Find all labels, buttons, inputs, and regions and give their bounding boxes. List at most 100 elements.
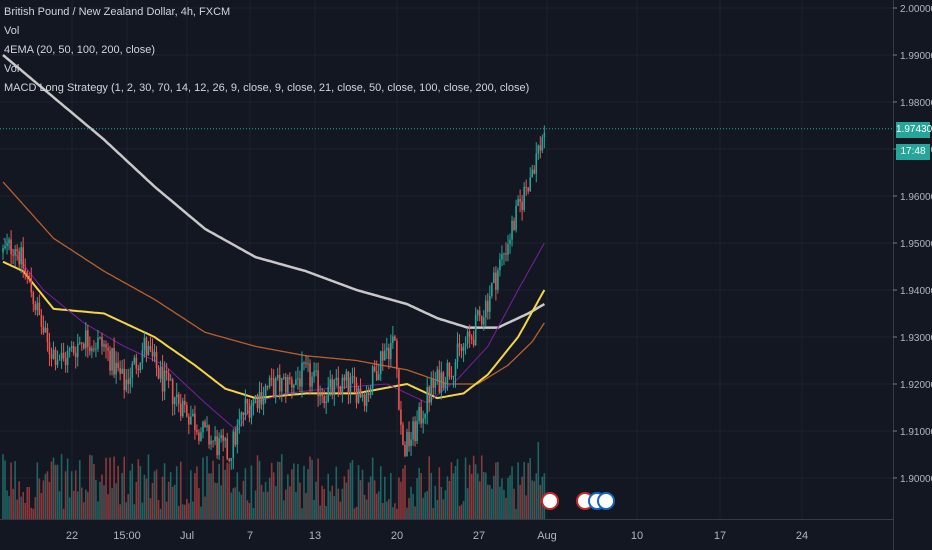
price-tick-label: 1.99000 [900, 51, 932, 62]
volume-bar [200, 506, 202, 519]
candle-body [131, 363, 134, 378]
volume-bar [476, 473, 479, 519]
candle-body [313, 370, 315, 377]
legend-vol-2[interactable]: Vol [4, 63, 20, 75]
volume-bar [212, 460, 214, 519]
volume-bar [66, 458, 69, 519]
volume-bar [412, 493, 414, 519]
volume-bar [99, 481, 101, 519]
volume-bar [377, 491, 380, 519]
volume-bar [115, 483, 117, 519]
candle-body [95, 348, 97, 350]
candle-body [46, 327, 49, 343]
candle-body [489, 296, 491, 312]
legend-title[interactable]: British Pound / New Zealand Dollar, 4h, … [4, 6, 231, 18]
volume-bar [149, 498, 152, 519]
candle-body [87, 330, 89, 347]
candle-body [278, 374, 281, 392]
price-tick-label: 2.00000 [900, 4, 932, 15]
volume-bar [48, 481, 51, 519]
candle-body [48, 342, 51, 355]
candle-body [26, 271, 29, 276]
volume-bar [95, 480, 97, 519]
candle-body [169, 379, 172, 381]
volume-bar [192, 501, 194, 519]
volume-bar [236, 472, 239, 519]
candle-body [214, 436, 216, 441]
time-axis[interactable]: 22 15:00 Jul 7 13 20 27 Aug 10 17 24 [66, 530, 808, 542]
legend-vol[interactable]: Vol [4, 25, 20, 37]
volume-bar [531, 480, 534, 519]
candle-body [379, 351, 382, 375]
volume-bar [497, 462, 499, 519]
volume-bar [416, 478, 418, 519]
volume-bar [297, 464, 299, 519]
volume-bar [262, 491, 265, 519]
candle-body [268, 377, 271, 387]
candle-body [66, 350, 69, 366]
candle-body [303, 362, 305, 364]
candle-body [184, 400, 186, 405]
volume-bar [462, 500, 465, 519]
volume-bar [331, 485, 334, 519]
volume-bar [24, 502, 27, 519]
volume-bar [179, 461, 182, 519]
volume-bar [181, 504, 184, 519]
candle-body [295, 379, 297, 386]
volume-bar [42, 480, 45, 519]
candle-body [390, 342, 392, 360]
volume-bar [171, 486, 174, 519]
volume-bar [4, 460, 6, 519]
volume-bar [6, 490, 8, 519]
volume-bar [359, 480, 362, 519]
volume-bar [44, 473, 47, 519]
volume-bar [228, 463, 231, 519]
candle-body [56, 360, 59, 366]
volume-bar [157, 500, 160, 519]
candle-body [367, 393, 370, 396]
volume-bar [109, 457, 111, 519]
volume-bar [56, 464, 59, 519]
legend-ema[interactable]: 4EMA (20, 50, 100, 200, close) [4, 44, 156, 56]
volume-bar [117, 465, 119, 519]
volume-bar [232, 488, 235, 519]
candle-body [74, 352, 77, 358]
candle-body [145, 337, 148, 356]
candle-body [192, 413, 194, 417]
candle-body [206, 425, 208, 428]
volume-bar [319, 505, 321, 519]
volume-bar [317, 458, 319, 519]
candle-body [6, 243, 8, 246]
candle-body [80, 342, 83, 344]
candle-body [375, 371, 378, 381]
candle-body [497, 270, 499, 290]
candle-body [22, 247, 24, 269]
candle-body [137, 368, 140, 371]
volume-bar [177, 505, 180, 519]
candle-body [311, 376, 313, 387]
candle-body [177, 394, 180, 404]
candle-body [287, 377, 289, 393]
volume-bar [20, 496, 22, 519]
bar-countdown-label: 17:48 [896, 144, 930, 160]
volume-bar [517, 462, 519, 519]
candle-body [173, 397, 176, 405]
event-markers[interactable] [541, 492, 615, 510]
volume-bar [129, 470, 132, 519]
volume-bar [58, 491, 61, 519]
candle-body [392, 336, 394, 343]
volume-bar [484, 472, 487, 519]
candle-body [513, 220, 515, 230]
candle-body [525, 187, 527, 189]
volume-bar [274, 486, 277, 519]
volume-bar [509, 475, 511, 519]
legend-macd[interactable]: MACD Long Strategy (1, 2, 30, 70, 14, 12… [4, 82, 530, 94]
volume-bar [208, 473, 210, 519]
volume-bar [434, 485, 437, 519]
volume-bar [70, 471, 73, 519]
candle-body [115, 362, 117, 375]
candle-body [167, 372, 170, 381]
candle-body [149, 346, 152, 350]
volume-bar [537, 441, 540, 519]
